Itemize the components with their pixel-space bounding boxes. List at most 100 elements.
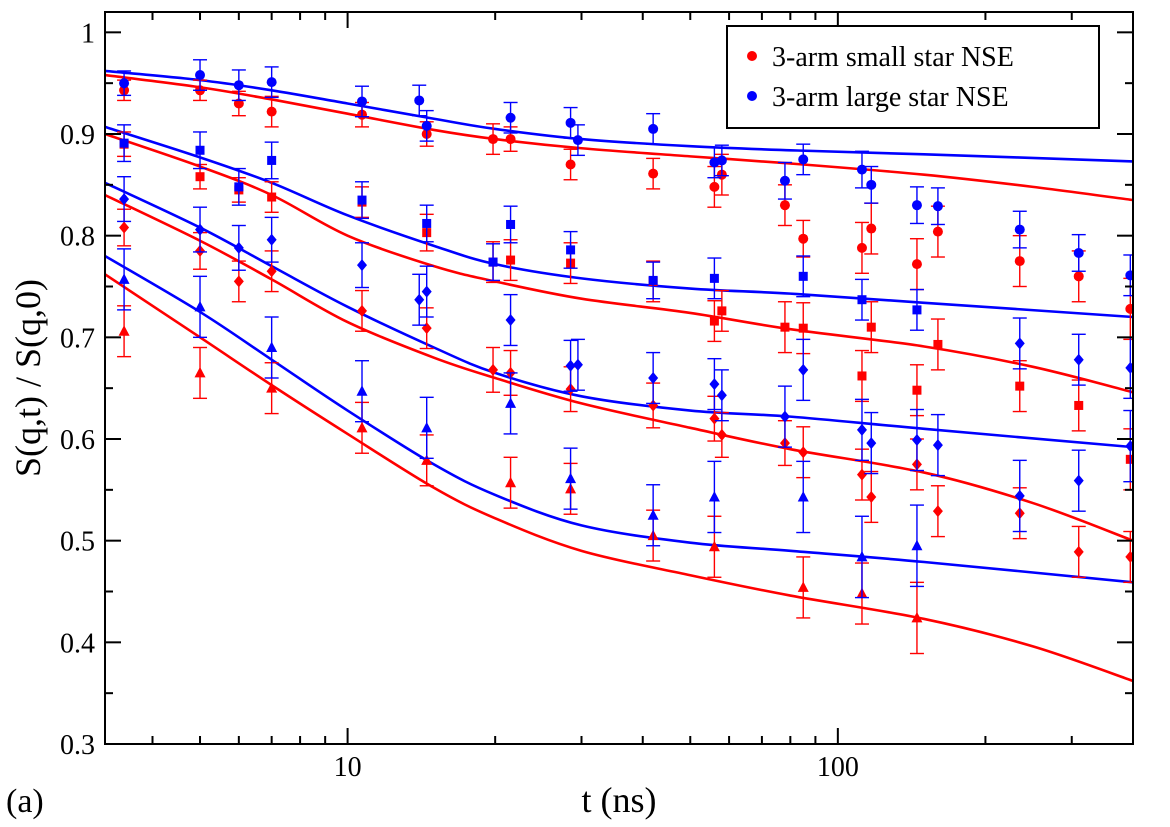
data-point: [421, 454, 433, 465]
data-point: [717, 306, 727, 316]
data-point: [488, 257, 498, 267]
data-point: [505, 112, 516, 123]
legend-box: [726, 25, 1100, 129]
x-tick-label: 10: [334, 752, 362, 783]
data-point: [856, 242, 867, 253]
y-tick-label: 0.5: [60, 527, 95, 558]
legend-marker: [747, 91, 757, 101]
legend: 3-arm small star NSE 3-arm large star NSE: [726, 25, 1100, 129]
data-point: [119, 221, 130, 234]
data-point: [857, 371, 867, 381]
data-point: [357, 259, 368, 272]
data-point: [708, 490, 720, 502]
data-point: [118, 273, 130, 284]
x-axis-label: t (ns): [582, 780, 657, 820]
series-large-circle: [117, 59, 1133, 297]
data-point: [565, 472, 577, 484]
data-point: [572, 358, 583, 371]
data-point: [422, 218, 432, 228]
data-point: [267, 155, 277, 165]
data-point: [267, 192, 277, 202]
data-point: [798, 323, 808, 333]
data-point: [1073, 353, 1084, 366]
data-point: [1125, 454, 1133, 464]
data-point: [195, 172, 205, 182]
data-point: [716, 155, 727, 166]
data-point: [233, 241, 244, 254]
data-point: [648, 275, 658, 285]
data-point: [798, 271, 808, 281]
data-point: [357, 195, 367, 205]
data-point: [194, 366, 206, 378]
legend-label: 3-arm large star NSE: [772, 82, 1009, 113]
fit-curve-4: [105, 181, 1133, 449]
data-point: [709, 181, 720, 192]
data-point: [194, 300, 206, 312]
y-axis-label: S(q,t) / S(q,0): [8, 279, 48, 477]
data-point: [357, 304, 368, 317]
data-point: [119, 78, 130, 89]
axes: 0.3 0.4 0.5 0.6 0.7 0.8 0.9 1 10 100: [60, 12, 1133, 783]
data-point: [565, 359, 576, 372]
data-point: [912, 305, 922, 315]
data-point: [1073, 247, 1084, 258]
data-point: [866, 490, 877, 503]
data-point: [1015, 381, 1025, 391]
data-point: [414, 95, 425, 106]
fit-curve-2: [105, 125, 1133, 319]
data-point: [357, 96, 368, 107]
data-point: [356, 385, 368, 396]
data-point: [488, 363, 499, 376]
data-point: [266, 77, 277, 88]
data-point: [779, 175, 790, 186]
data-point: [647, 509, 659, 520]
y-tick-label: 0.8: [60, 222, 95, 253]
data-point: [1014, 489, 1025, 502]
series-large-diamond: [117, 175, 1133, 533]
y-tick-label: 0.4: [60, 628, 95, 659]
y-tick-label: 0.7: [60, 323, 95, 354]
data-point: [421, 421, 433, 433]
data-point: [266, 265, 277, 278]
data-point: [709, 378, 720, 391]
data-point: [572, 135, 583, 146]
data-point: [648, 123, 659, 134]
plot-area: [105, 59, 1133, 683]
data-point: [233, 275, 244, 288]
data-point: [911, 259, 922, 270]
data-point: [505, 476, 517, 488]
series-large-square: [117, 124, 924, 331]
data-point: [709, 316, 719, 326]
data-point: [857, 295, 867, 305]
data-point: [911, 611, 923, 623]
data-point: [506, 219, 516, 229]
plot-content: [105, 59, 1133, 683]
data-point: [856, 550, 868, 562]
legend-marker: [747, 51, 757, 61]
fit-curve-6: [105, 254, 1133, 584]
data-point: [716, 428, 727, 441]
panel-label: (a): [6, 783, 44, 820]
y-tick-label: 1: [81, 18, 95, 49]
x-tick-label: 100: [817, 752, 859, 783]
data-point: [648, 399, 659, 412]
data-point: [933, 339, 943, 349]
data-point: [1014, 224, 1025, 235]
plot-frame: [104, 11, 1134, 745]
series-large-triangle: [117, 248, 924, 599]
data-point: [866, 322, 876, 332]
data-point: [797, 581, 809, 592]
data-point: [797, 490, 809, 502]
data-point: [798, 154, 809, 165]
data-point: [866, 223, 877, 234]
data-point: [932, 439, 943, 452]
data-point: [1073, 474, 1084, 487]
data-point: [506, 255, 516, 265]
data-point: [1125, 440, 1133, 453]
data-point: [356, 421, 368, 433]
data-point: [505, 134, 516, 145]
data-point: [233, 80, 244, 91]
data-point: [648, 372, 659, 384]
